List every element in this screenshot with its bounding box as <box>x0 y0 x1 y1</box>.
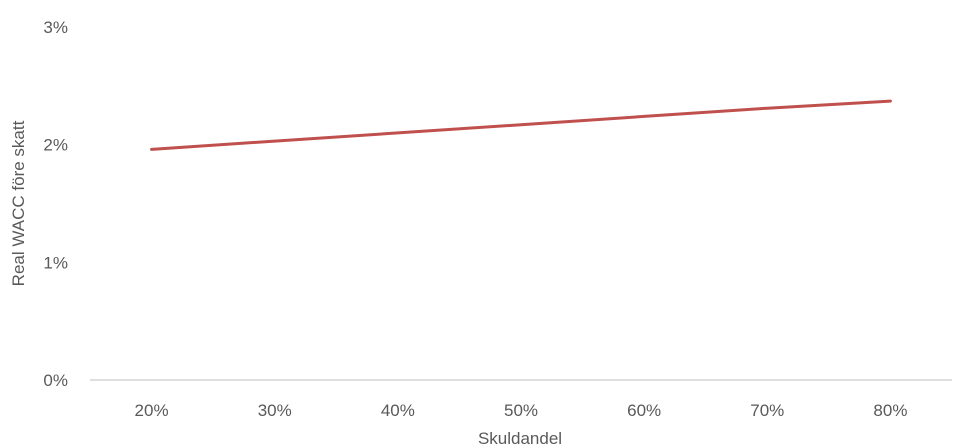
x-tick-label: 50% <box>504 401 538 420</box>
x-tick-label: 70% <box>750 401 784 420</box>
y-tick-label: 1% <box>43 253 68 272</box>
x-axis-title: Skuldandel <box>478 429 562 448</box>
x-tick-label: 80% <box>873 401 907 420</box>
x-tick-label: 60% <box>627 401 661 420</box>
x-tick-label: 20% <box>135 401 169 420</box>
y-axis-ticks: 0% 1% 2% 3% <box>43 18 68 390</box>
series-layer <box>150 99 892 151</box>
y-axis-title: Real WACC före skatt <box>9 120 28 286</box>
series-line <box>150 99 892 151</box>
y-tick-label: 2% <box>43 136 68 155</box>
x-tick-label: 30% <box>258 401 292 420</box>
y-tick-label: 3% <box>43 18 68 37</box>
y-tick-label: 0% <box>43 371 68 390</box>
x-tick-label: 40% <box>381 401 415 420</box>
x-axis-ticks: 20% 30% 40% 50% 60% 70% 80% <box>135 401 908 420</box>
